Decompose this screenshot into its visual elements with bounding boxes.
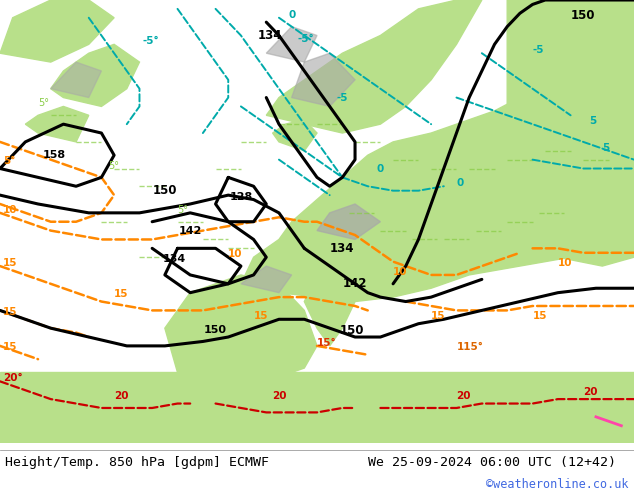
Text: 128: 128 xyxy=(230,193,252,202)
Polygon shape xyxy=(317,204,380,240)
Text: 150: 150 xyxy=(153,184,177,197)
Text: 115°: 115° xyxy=(456,343,483,352)
Text: 15°: 15° xyxy=(317,338,337,348)
Text: 5°: 5° xyxy=(178,205,188,215)
Text: 20°: 20° xyxy=(3,373,23,383)
Text: -5°: -5° xyxy=(143,36,159,47)
Text: 142: 142 xyxy=(343,277,367,290)
Text: 5°: 5° xyxy=(108,161,119,171)
Text: -5: -5 xyxy=(337,93,348,102)
Polygon shape xyxy=(25,106,89,142)
Text: 150: 150 xyxy=(340,324,364,337)
Text: 15: 15 xyxy=(3,258,18,268)
Text: 10: 10 xyxy=(3,205,18,215)
Text: -5: -5 xyxy=(533,45,544,55)
Text: 0: 0 xyxy=(377,164,384,173)
Text: 142: 142 xyxy=(179,225,202,236)
Text: We 25-09-2024 06:00 UTC (12+42): We 25-09-2024 06:00 UTC (12+42) xyxy=(368,456,616,468)
Polygon shape xyxy=(241,89,634,301)
Polygon shape xyxy=(273,120,317,151)
Polygon shape xyxy=(507,0,634,124)
Polygon shape xyxy=(51,44,139,106)
Text: Height/Temp. 850 hPa [gdpm] ECMWF: Height/Temp. 850 hPa [gdpm] ECMWF xyxy=(5,456,269,468)
Polygon shape xyxy=(304,275,355,346)
Text: 20: 20 xyxy=(114,391,129,401)
Polygon shape xyxy=(165,275,317,381)
Text: 134: 134 xyxy=(163,254,186,265)
Polygon shape xyxy=(241,266,292,293)
Text: 15: 15 xyxy=(3,343,18,352)
Polygon shape xyxy=(558,221,634,266)
Text: 134: 134 xyxy=(330,242,354,255)
Text: 5°: 5° xyxy=(3,156,16,166)
Text: 0: 0 xyxy=(288,10,295,20)
Polygon shape xyxy=(0,372,634,443)
Text: 15: 15 xyxy=(533,311,547,321)
Text: -5°: -5° xyxy=(298,34,314,44)
Text: 5°: 5° xyxy=(38,98,49,108)
Text: 5: 5 xyxy=(602,143,609,153)
Text: 5: 5 xyxy=(590,116,597,126)
Text: 134: 134 xyxy=(257,29,281,42)
Text: 10: 10 xyxy=(558,258,573,268)
Text: 150: 150 xyxy=(204,325,227,335)
Text: ©weatheronline.co.uk: ©weatheronline.co.uk xyxy=(486,478,629,490)
Polygon shape xyxy=(266,26,317,62)
Text: 20: 20 xyxy=(456,391,471,401)
Text: 10: 10 xyxy=(393,267,408,277)
Text: 10: 10 xyxy=(228,249,243,259)
Text: 0: 0 xyxy=(456,178,463,188)
Text: 158: 158 xyxy=(42,150,65,160)
Polygon shape xyxy=(51,62,101,98)
Polygon shape xyxy=(266,0,482,133)
Polygon shape xyxy=(292,53,355,106)
Text: 20: 20 xyxy=(273,391,287,401)
Text: 15: 15 xyxy=(431,311,446,321)
Text: 15: 15 xyxy=(254,311,268,321)
Text: 20: 20 xyxy=(583,387,598,397)
Text: 15: 15 xyxy=(3,307,18,317)
Polygon shape xyxy=(0,0,114,62)
Text: 15: 15 xyxy=(114,289,129,299)
Text: 150: 150 xyxy=(571,9,595,22)
